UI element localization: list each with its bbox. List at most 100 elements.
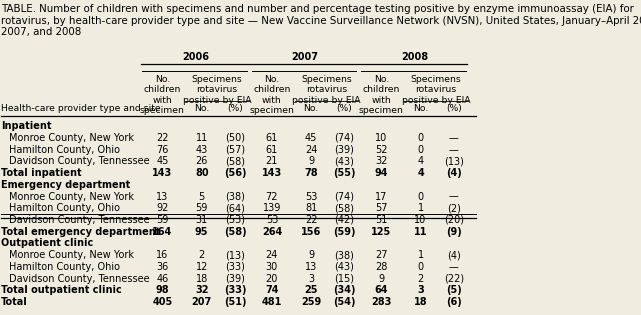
Text: 45: 45 xyxy=(156,156,169,166)
Text: 11: 11 xyxy=(196,133,208,143)
Text: 57: 57 xyxy=(375,203,388,213)
Text: 9: 9 xyxy=(308,156,314,166)
Text: No.
children
with
specimen: No. children with specimen xyxy=(140,75,185,115)
Text: 20: 20 xyxy=(265,274,278,284)
Text: 21: 21 xyxy=(265,156,278,166)
Text: (74): (74) xyxy=(335,192,354,202)
Text: Hamilton County, Ohio: Hamilton County, Ohio xyxy=(9,145,121,155)
Text: (38): (38) xyxy=(225,192,245,202)
Text: (9): (9) xyxy=(446,227,462,237)
Text: 46: 46 xyxy=(156,274,169,284)
Text: 24: 24 xyxy=(265,250,278,260)
Text: (13): (13) xyxy=(444,156,464,166)
Text: 51: 51 xyxy=(375,215,388,225)
Text: 0: 0 xyxy=(417,192,424,202)
Text: 481: 481 xyxy=(262,297,282,307)
Text: (6): (6) xyxy=(446,297,462,307)
Text: 143: 143 xyxy=(153,168,172,178)
Text: 264: 264 xyxy=(262,227,282,237)
Text: 61: 61 xyxy=(266,145,278,155)
Text: 30: 30 xyxy=(266,262,278,272)
Text: (5): (5) xyxy=(446,285,462,295)
Text: 22: 22 xyxy=(156,133,169,143)
Text: 9: 9 xyxy=(308,250,314,260)
Text: 45: 45 xyxy=(305,133,317,143)
Text: 81: 81 xyxy=(305,203,317,213)
Text: 76: 76 xyxy=(156,145,169,155)
Text: 5: 5 xyxy=(199,192,205,202)
Text: 26: 26 xyxy=(196,156,208,166)
Text: (13): (13) xyxy=(225,250,245,260)
Text: (20): (20) xyxy=(444,215,464,225)
Text: 27: 27 xyxy=(375,250,388,260)
Text: Outpatient clinic: Outpatient clinic xyxy=(1,238,93,249)
Text: 80: 80 xyxy=(195,168,208,178)
Text: (58): (58) xyxy=(335,203,354,213)
Text: Emergency department: Emergency department xyxy=(1,180,130,190)
Text: 405: 405 xyxy=(153,297,172,307)
Text: 36: 36 xyxy=(156,262,169,272)
Text: 0: 0 xyxy=(417,145,424,155)
Text: 2: 2 xyxy=(199,250,205,260)
Text: Specimens
rotavirus
positive by EIA: Specimens rotavirus positive by EIA xyxy=(292,75,361,105)
Text: (74): (74) xyxy=(335,133,354,143)
Text: (53): (53) xyxy=(225,215,245,225)
Text: 156: 156 xyxy=(301,227,321,237)
Text: Hamilton County, Ohio: Hamilton County, Ohio xyxy=(9,203,121,213)
Text: No.
children
with
specimen: No. children with specimen xyxy=(359,75,404,115)
Text: No.: No. xyxy=(194,104,210,113)
Text: —: — xyxy=(449,262,459,272)
Text: 72: 72 xyxy=(265,192,278,202)
Text: 4: 4 xyxy=(417,156,424,166)
Text: (58): (58) xyxy=(225,156,245,166)
Text: 43: 43 xyxy=(196,145,208,155)
Text: Specimens
rotavirus
positive by EIA: Specimens rotavirus positive by EIA xyxy=(402,75,470,105)
Text: (%): (%) xyxy=(446,104,462,113)
Text: Specimens
rotavirus
positive by EIA: Specimens rotavirus positive by EIA xyxy=(183,75,251,105)
Text: (4): (4) xyxy=(446,168,462,178)
Text: (22): (22) xyxy=(444,274,464,284)
Text: 22: 22 xyxy=(305,215,317,225)
Text: 18: 18 xyxy=(413,297,428,307)
Text: Davidson County, Tennessee: Davidson County, Tennessee xyxy=(9,215,150,225)
Text: No.: No. xyxy=(413,104,428,113)
Text: 53: 53 xyxy=(265,215,278,225)
Text: (38): (38) xyxy=(335,250,354,260)
Text: 13: 13 xyxy=(156,192,169,202)
Text: 95: 95 xyxy=(195,227,208,237)
Text: (33): (33) xyxy=(225,262,245,272)
Text: 10: 10 xyxy=(375,133,387,143)
Text: Monroe County, New York: Monroe County, New York xyxy=(9,133,134,143)
Text: 2008: 2008 xyxy=(401,52,428,61)
Text: 207: 207 xyxy=(192,297,212,307)
Text: 92: 92 xyxy=(156,203,169,213)
Text: 139: 139 xyxy=(263,203,281,213)
Text: (4): (4) xyxy=(447,250,461,260)
Text: (58): (58) xyxy=(224,227,246,237)
Text: 259: 259 xyxy=(301,297,321,307)
Text: 143: 143 xyxy=(262,168,282,178)
Text: 53: 53 xyxy=(305,192,317,202)
Text: 98: 98 xyxy=(156,285,169,295)
Text: 3: 3 xyxy=(308,274,314,284)
Text: —: — xyxy=(449,133,459,143)
Text: 283: 283 xyxy=(371,297,392,307)
Text: 2007: 2007 xyxy=(292,52,319,61)
Text: (54): (54) xyxy=(333,297,356,307)
Text: Monroe County, New York: Monroe County, New York xyxy=(9,250,134,260)
Text: 2: 2 xyxy=(417,274,424,284)
Text: —: — xyxy=(449,145,459,155)
Text: 94: 94 xyxy=(374,168,388,178)
Text: (43): (43) xyxy=(335,262,354,272)
Text: 78: 78 xyxy=(304,168,318,178)
Text: (51): (51) xyxy=(224,297,246,307)
Text: 74: 74 xyxy=(265,285,279,295)
Text: (%): (%) xyxy=(227,104,243,113)
Text: 1: 1 xyxy=(417,203,424,213)
Text: 3: 3 xyxy=(417,285,424,295)
Text: 164: 164 xyxy=(153,227,172,237)
Text: (57): (57) xyxy=(225,145,245,155)
Text: (59): (59) xyxy=(333,227,356,237)
Text: (42): (42) xyxy=(335,215,354,225)
Text: Total: Total xyxy=(1,297,28,307)
